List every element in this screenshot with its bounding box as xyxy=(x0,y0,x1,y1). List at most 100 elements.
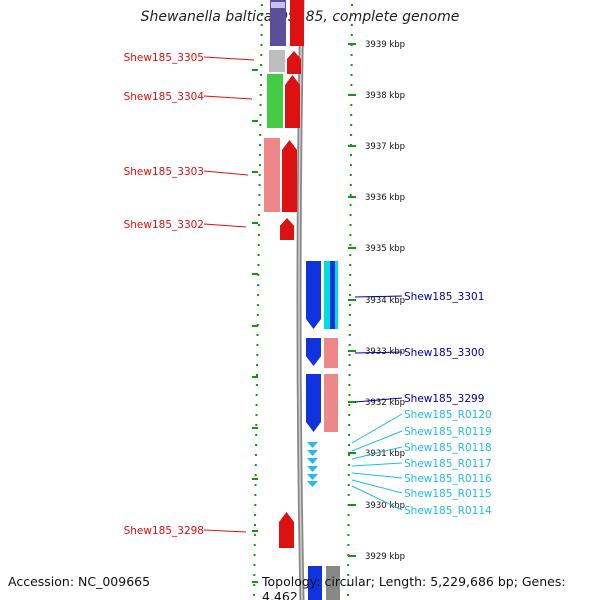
ruler-dot xyxy=(257,234,260,236)
ruler-dot xyxy=(350,14,353,16)
ruler-dot xyxy=(349,204,352,206)
leader-line xyxy=(354,351,403,354)
ruler-dot xyxy=(347,484,350,486)
rna-gene-label: Shew185_R0114 xyxy=(404,505,492,517)
leader-line xyxy=(351,472,403,479)
ruler-dot xyxy=(254,474,257,476)
genome-summary: Topology: circular; Length: 5,229,686 bp… xyxy=(262,574,566,600)
ruler-dot xyxy=(258,154,261,156)
gene-arrow xyxy=(279,512,294,548)
ruler-label: 3932 kbp xyxy=(365,398,405,408)
ruler-major-tick xyxy=(348,43,356,45)
ruler-dot xyxy=(349,284,352,286)
ruler-dot xyxy=(348,404,351,406)
ruler-dot xyxy=(347,464,350,466)
ruler-dot xyxy=(348,384,351,386)
ruler-dot xyxy=(254,464,257,466)
ruler-label: 3938 kbp xyxy=(365,91,405,101)
ruler-label: 3935 kbp xyxy=(365,244,405,254)
ruler-dot xyxy=(349,234,352,236)
ruler-dot xyxy=(254,514,257,516)
gene-arrow xyxy=(280,218,294,240)
leader-line xyxy=(351,485,403,511)
ruler-major-tick xyxy=(348,247,356,249)
ruler-major-tick xyxy=(348,452,356,454)
category-block xyxy=(267,74,283,128)
ruler-dot xyxy=(350,24,353,26)
leader-line xyxy=(351,413,403,444)
ruler-dot xyxy=(260,14,263,16)
ruler-dot xyxy=(254,524,256,526)
ruler-dot xyxy=(253,534,256,536)
ruler-minor-tick xyxy=(252,581,258,583)
rna-chevron xyxy=(307,474,318,480)
ruler-dot xyxy=(348,364,351,366)
ruler-label: 3934 kbp xyxy=(365,296,405,306)
leader-line xyxy=(354,397,403,403)
leader-line xyxy=(203,223,247,228)
ruler-major-tick xyxy=(348,196,356,198)
ruler-dot xyxy=(347,474,350,476)
ruler-dot xyxy=(350,134,353,136)
ruler-dot xyxy=(255,384,258,386)
ruler-dot xyxy=(348,434,351,436)
ruler-dot xyxy=(350,104,353,106)
ruler-dot xyxy=(348,344,351,346)
ruler-dot xyxy=(347,534,350,536)
gene-label: Shew185_3298 xyxy=(124,525,204,537)
ruler-dot xyxy=(348,324,351,326)
ruler-dot xyxy=(257,284,260,286)
ruler-dot xyxy=(258,164,261,166)
ruler-minor-tick xyxy=(252,325,258,327)
category-block-highlight xyxy=(271,2,285,8)
rna-gene-label: Shew185_R0120 xyxy=(404,409,492,421)
ruler-minor-tick xyxy=(252,427,258,429)
category-block xyxy=(324,374,338,432)
gene-label: Shew185_3300 xyxy=(404,347,484,359)
gene-arrow xyxy=(285,75,300,128)
leader-line xyxy=(351,479,403,494)
category-block xyxy=(326,566,340,600)
ruler-dot xyxy=(256,304,259,306)
ruler-label: 3929 kbp xyxy=(365,552,405,562)
ruler-dot xyxy=(259,94,262,96)
ruler-dot xyxy=(347,544,350,546)
ruler-dot xyxy=(255,394,258,396)
leader-line xyxy=(354,295,403,298)
ruler-dot xyxy=(256,334,259,336)
ruler-dot xyxy=(254,454,257,456)
ruler-minor-tick xyxy=(252,478,258,480)
ruler-dot xyxy=(348,314,351,316)
ruler-dot xyxy=(256,314,259,316)
ruler-dot xyxy=(349,274,352,276)
ruler-minor-tick xyxy=(252,222,258,224)
ruler-label: 3931 kbp xyxy=(365,449,405,459)
ruler-dot xyxy=(260,24,263,26)
ruler-minor-tick xyxy=(252,171,258,173)
ruler-minor-tick xyxy=(252,120,258,122)
ruler-dot xyxy=(259,124,262,126)
ruler-dot xyxy=(349,304,351,306)
gene-label: Shew185_3301 xyxy=(404,291,484,303)
ruler-dot xyxy=(257,244,260,246)
leader-line xyxy=(351,462,403,467)
ruler-dot xyxy=(254,484,257,486)
ruler-dot xyxy=(253,574,256,576)
rna-chevron xyxy=(307,450,318,456)
ruler-dot xyxy=(253,584,256,586)
ruler-dot xyxy=(260,34,263,36)
ruler-dot xyxy=(350,84,353,86)
ruler-dot xyxy=(349,224,352,226)
ruler-dot xyxy=(258,224,260,226)
ruler-dot xyxy=(257,254,260,256)
ruler-dot xyxy=(258,174,261,176)
ruler-dot xyxy=(350,34,353,36)
ruler-dot xyxy=(349,244,352,246)
ruler-dot xyxy=(257,264,260,266)
gene-arrow xyxy=(290,0,304,46)
rna-chevron xyxy=(307,458,318,464)
gene-label: Shew185_3303 xyxy=(124,166,204,178)
leader-line xyxy=(351,446,403,460)
